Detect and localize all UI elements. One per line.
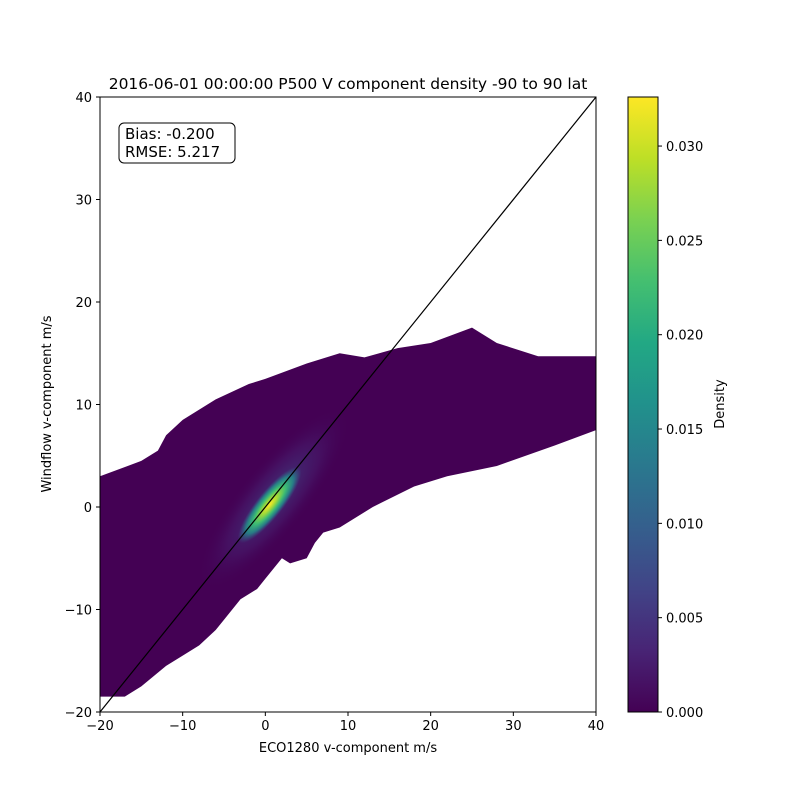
- y-tick-label: 10: [75, 399, 92, 414]
- chart-title: 2016-06-01 00:00:00 P500 V component den…: [109, 75, 588, 93]
- x-tick-label: 20: [422, 719, 439, 734]
- colorbar-tick-label: 0.030: [666, 140, 703, 155]
- y-axis-label: Windflow v-component m/s: [40, 315, 55, 492]
- density-cloud: [100, 327, 596, 697]
- colorbar-ticks: 0.000 0.005 0.010 0.015 0.020 0.025 0.030: [658, 140, 703, 721]
- rmse-text: RMSE: 5.217: [125, 143, 220, 161]
- stats-annotation: Bias: -0.200 RMSE: 5.217: [118, 122, 236, 164]
- x-tick-label: −10: [169, 719, 196, 734]
- x-axis-ticks: −20 −10 0 10 20 30 40: [86, 712, 604, 734]
- colorbar-tick-label: 0.025: [666, 234, 703, 249]
- x-tick-label: 0: [261, 719, 269, 734]
- colorbar-tick-label: 0.005: [666, 612, 703, 627]
- y-tick-label: 20: [75, 296, 92, 311]
- y-tick-label: 40: [75, 91, 92, 106]
- x-tick-label: 30: [505, 719, 522, 734]
- colorbar-tick-label: 0.000: [666, 706, 703, 721]
- colorbar: 0.000 0.005 0.010 0.015 0.020 0.025 0.030 Dens…: [627, 96, 728, 721]
- density-core: [237, 466, 302, 544]
- bias-text: Bias: -0.200: [125, 125, 215, 143]
- colorbar-tick-label: 0.010: [666, 517, 703, 532]
- one-to-one-line: [100, 97, 596, 712]
- colorbar-tick-label: 0.015: [666, 423, 703, 438]
- y-tick-label: 30: [75, 194, 92, 209]
- x-tick-label: 40: [588, 719, 605, 734]
- x-tick-label: 10: [340, 719, 357, 734]
- x-axis-label: ECO1280 v-component m/s: [259, 741, 437, 756]
- y-tick-label: −10: [65, 604, 92, 619]
- plot-area: [100, 97, 596, 712]
- colorbar-gradient: [627, 96, 659, 713]
- y-tick-label: 0: [84, 501, 92, 516]
- y-axis-ticks: −20 −10 0 10 20 30 40: [65, 91, 100, 721]
- x-tick-label: −20: [86, 719, 113, 734]
- colorbar-label: Density: [713, 379, 728, 429]
- stats-box: [118, 122, 236, 164]
- colorbar-tick-label: 0.020: [666, 329, 703, 344]
- y-tick-label: −20: [65, 706, 92, 721]
